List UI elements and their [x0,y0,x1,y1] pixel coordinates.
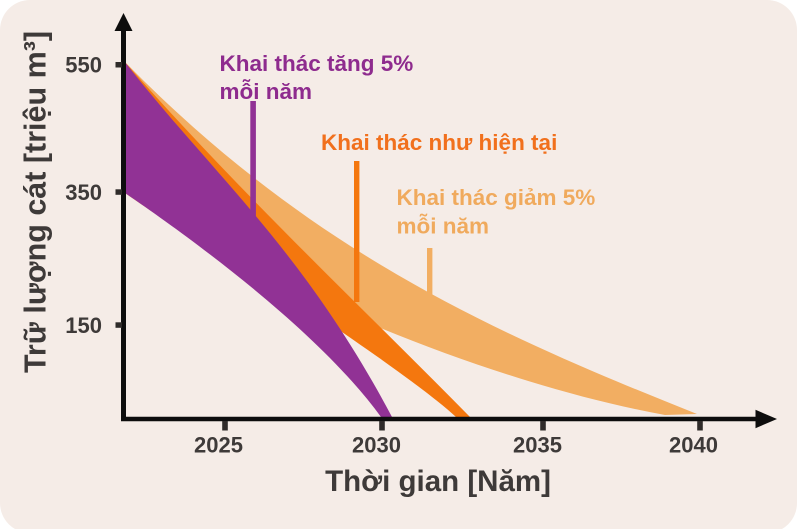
svg-text:Khai thác giảm 5%: Khai thác giảm 5% [397,185,596,210]
svg-text:2025: 2025 [194,432,243,457]
svg-text:mỗi năm: mỗi năm [220,79,313,104]
svg-text:Khai thác tăng 5%: Khai thác tăng 5% [220,51,414,76]
svg-text:Trữ lượng cát [triệu m³]: Trữ lượng cát [triệu m³] [19,31,53,373]
svg-text:350: 350 [65,180,102,205]
svg-text:2030: 2030 [352,432,401,457]
svg-text:150: 150 [65,313,102,338]
svg-text:mỗi năm: mỗi năm [397,214,490,239]
svg-text:Thời gian [Năm]: Thời gian [Năm] [325,465,551,498]
svg-text:2035: 2035 [513,432,562,457]
svg-text:550: 550 [65,53,102,78]
svg-text:2040: 2040 [669,432,718,457]
svg-text:Khai thác như hiện tại: Khai thác như hiện tại [321,130,557,155]
